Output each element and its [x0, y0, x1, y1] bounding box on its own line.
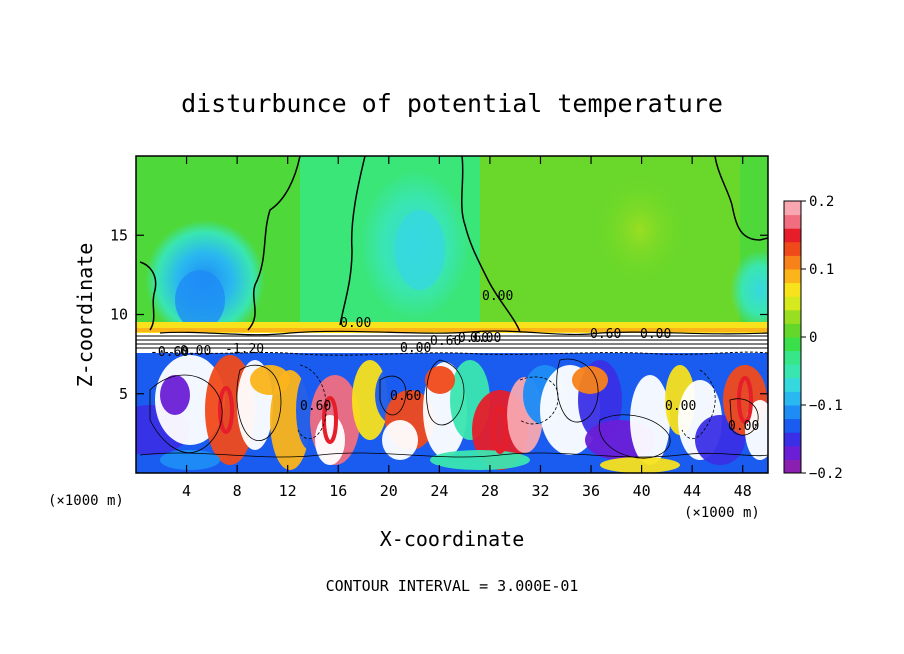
colorbar: 0.2 0.1 0 −0.1 −0.2	[783, 194, 843, 482]
colorbar-swatch-4	[784, 405, 801, 420]
eddy-rim-2	[492, 406, 508, 454]
colorbar-swatch-10	[784, 323, 801, 338]
colorbar-swatch-6	[784, 377, 801, 392]
x-tick-label-40: 40	[633, 482, 651, 500]
x-tick-label-20: 20	[380, 482, 398, 500]
x-unit-label: (×1000 m)	[684, 505, 760, 521]
eddy-31	[430, 450, 530, 470]
colorbar-tick-label-1: 0.1	[809, 262, 834, 278]
contour-interval-note: CONTOUR INTERVAL = 3.000E-01	[326, 577, 579, 595]
colorbar-swatch-13	[784, 282, 801, 297]
colorbar-swatch-2	[784, 432, 801, 447]
contour-label-5: 0.00	[400, 341, 431, 356]
x-tick-label-36: 36	[582, 482, 600, 500]
colorbar-swatch-12	[784, 296, 801, 311]
y-axis-label: Z-coordinate	[73, 243, 97, 388]
heatmap-field	[136, 156, 768, 473]
colorbar-swatch-16	[784, 241, 801, 256]
colorbar-swatch-1	[784, 445, 801, 460]
x-tick-label-28: 28	[481, 482, 499, 500]
colorbar-tick-label-4: −0.2	[809, 466, 843, 482]
x-tick-label-32: 32	[531, 482, 549, 500]
colorbar-swatch-3	[784, 418, 801, 433]
contour-label-10: 0.00	[665, 399, 696, 414]
contour-label-14: 0.00	[640, 327, 671, 342]
y-axis: 5 10 15	[110, 226, 768, 403]
colorbar-tick-label-2: 0	[809, 330, 817, 346]
contour-label-12: 0.00	[180, 344, 211, 359]
eddy-29	[572, 366, 608, 394]
turbulent-eddies	[136, 355, 768, 473]
contour-zero-center	[339, 156, 366, 326]
x-tick-label-24: 24	[430, 482, 448, 500]
eddy-27	[250, 365, 290, 395]
contour-label-2: -0.60	[150, 345, 189, 360]
contour-label-9: 0.60	[300, 399, 331, 414]
eddy-rim-3	[737, 376, 753, 424]
eddy-32	[600, 457, 680, 473]
contour-label-8: 0.60	[390, 389, 421, 404]
contour-label-11: 0.00	[728, 419, 759, 434]
contour-label-1: 0.00	[482, 289, 513, 304]
x-tick-label-16: 16	[329, 482, 347, 500]
eddy-rim-0	[218, 386, 234, 434]
contour-lines	[136, 156, 768, 459]
y-tick-label-15: 15	[110, 226, 128, 244]
colorbar-swatch-9	[784, 337, 801, 352]
chart-title: disturbunce of potential temperature	[181, 89, 723, 118]
colorbar-swatch-15	[784, 255, 801, 270]
colorbar-swatch-5	[784, 391, 801, 406]
contour-label-13: 0.00	[470, 331, 501, 346]
contour-label-4: 0.60	[590, 327, 621, 342]
eddy-rim-1	[322, 396, 338, 444]
contour-label-6: 0.60	[430, 334, 461, 349]
x-tick-label-48: 48	[734, 482, 752, 500]
y-tick-label-10: 10	[110, 306, 128, 324]
colorbar-swatch-14	[784, 269, 801, 284]
contour-label-3: -1.20	[225, 342, 264, 357]
x-tick-label-4: 4	[182, 482, 191, 500]
colorbar-tick-label-0: 0.2	[809, 194, 834, 210]
contour-zero-left	[247, 156, 301, 331]
colorbar-swatch-19	[784, 201, 801, 216]
colorbar-swatch-18	[784, 214, 801, 229]
eddy-12	[382, 420, 418, 460]
colorbar-swatch-11	[784, 309, 801, 324]
colorbar-swatch-0	[784, 459, 801, 474]
x-axis: 4 8 12 16 20 24 28 32 36 40 44 48	[182, 156, 752, 500]
eddy-2	[160, 375, 190, 415]
y-tick-label-5: 5	[119, 385, 128, 403]
colorbar-swatch-17	[784, 228, 801, 243]
x-tick-label-44: 44	[683, 482, 701, 500]
z-unit-label: (×1000 m)	[48, 493, 124, 509]
x-axis-label: X-coordinate	[380, 527, 525, 551]
colorbar-swatch-7	[784, 364, 801, 379]
contour-labels: 0.000.00-0.60 -1.200.600.000.60-0.600.600…	[150, 289, 759, 434]
eddy-28	[425, 366, 455, 394]
contour-label-0: 0.00	[340, 316, 371, 331]
contour-label-7: -0.60	[450, 331, 489, 346]
colorbar-tick-label-3: −0.1	[809, 398, 843, 414]
x-tick-label-12: 12	[279, 482, 297, 500]
x-tick-label-8: 8	[233, 482, 242, 500]
eddy-30	[160, 450, 220, 470]
colorbar-swatch-8	[784, 350, 801, 365]
